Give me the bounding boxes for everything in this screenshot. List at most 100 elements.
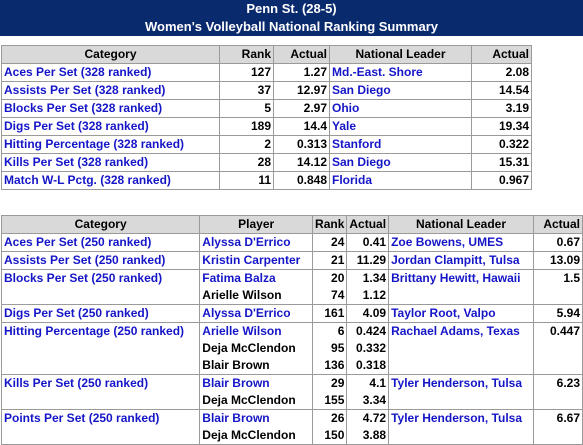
- player-name: Deja McClendon: [202, 341, 296, 355]
- player-cell: Alyssa D'Errico: [199, 304, 314, 323]
- col-header-leader-actual: Actual: [532, 215, 583, 234]
- national-leader-cell: Zoe Bowens, UMES: [388, 233, 534, 252]
- actual-cell: 14.4: [273, 117, 330, 136]
- leader-actual-cell: 0.322: [471, 135, 532, 154]
- player-ranking-body: Aces Per Set (250 ranked) Alyssa D'Errico…: [0, 233, 583, 445]
- category-cell: Assists Per Set (250 ranked): [0, 251, 201, 270]
- page-title: Penn St. (28-5): [246, 1, 337, 16]
- category-cell: Points Per Set (250 ranked): [0, 409, 201, 445]
- rank-cell: 189: [219, 117, 274, 136]
- table-row: Assists Per Set (328 ranked) 37 12.97 San D…: [1, 81, 532, 100]
- player-rank: 20: [331, 271, 345, 285]
- player-cell: Blair Brown Deja McClendon: [199, 409, 314, 445]
- col-header-leader-actual: Actual: [471, 45, 532, 64]
- leader-actual-cell: 19.34: [471, 117, 532, 136]
- national-leader-cell: Florida: [329, 171, 472, 190]
- actual-cell: 0.848: [273, 171, 330, 190]
- category-cell: Blocks Per Set (250 ranked): [0, 269, 201, 305]
- actual-cell: 12.97: [273, 81, 330, 100]
- page-subtitle: Women's Volleyball National Ranking Summ…: [144, 19, 438, 34]
- player-rank: 6: [337, 324, 345, 338]
- player-actual: 3.34: [362, 393, 387, 407]
- actual-cell: 1.27: [273, 63, 330, 82]
- category-cell: Kills Per Set (250 ranked): [0, 374, 201, 410]
- player-cell: Fatima Balza Arielle Wilson: [199, 269, 314, 305]
- actual-cell: 4.09: [346, 304, 390, 323]
- table-row: Points Per Set (250 ranked) Blair Brown De…: [0, 409, 583, 445]
- player-rank: 161: [324, 306, 345, 320]
- leader-actual-cell: 6.23: [532, 374, 583, 410]
- rank-cell: 6 95 136: [312, 322, 348, 375]
- col-header-player: Player: [199, 215, 314, 234]
- player-cell: Alyssa D'Errico: [199, 233, 314, 252]
- national-leader-cell: Jordan Clampitt, Tulsa: [388, 251, 534, 270]
- player-name: Deja McClendon: [202, 428, 296, 442]
- player-name: Arielle Wilson: [202, 288, 282, 302]
- player-name: Arielle Wilson: [202, 324, 282, 338]
- table-row: Hitting Percentage (328 ranked) 2 0.313 Sta…: [1, 135, 532, 154]
- player-rank: 150: [324, 428, 345, 442]
- category-cell: Assists Per Set (328 ranked): [1, 81, 220, 100]
- rank-cell: 2: [219, 135, 274, 154]
- table-row: Aces Per Set (250 ranked) Alyssa D'Errico…: [0, 233, 583, 252]
- actual-cell: 4.1 3.34: [346, 374, 390, 410]
- player-actual: 1.34: [362, 271, 387, 285]
- table-header-row: Category Player Rank Actual National Lea…: [0, 215, 583, 234]
- actual-cell: 0.41: [346, 233, 390, 252]
- rank-cell: 24: [312, 233, 348, 252]
- rank-cell: 20 74: [312, 269, 348, 305]
- national-leader-cell: Taylor Root, Valpo: [388, 304, 534, 323]
- leader-actual-cell: 6.67: [532, 409, 583, 445]
- player-rank: 21: [331, 253, 345, 267]
- rank-cell: 161: [312, 304, 348, 323]
- col-header-category: Category: [0, 215, 201, 234]
- player-name: Blair Brown: [202, 411, 270, 425]
- player-actual: 0.41: [362, 235, 387, 249]
- leader-actual-cell: 3.19: [471, 99, 532, 118]
- leader-actual-cell: 14.54: [471, 81, 532, 100]
- leader-actual-cell: 0.447: [532, 322, 583, 375]
- player-actual: 0.318: [356, 358, 387, 372]
- table-row: Assists Per Set (250 ranked) Kristin Carp…: [0, 251, 583, 270]
- category-cell: Digs Per Set (250 ranked): [0, 304, 201, 323]
- national-leader-cell: San Diego: [329, 153, 472, 172]
- actual-cell: 4.72 3.88: [346, 409, 390, 445]
- player-ranking-table: Category Player Rank Actual National Lea…: [0, 215, 583, 445]
- player-actual: 0.424: [356, 324, 387, 338]
- col-header-rank: Rank: [312, 215, 348, 234]
- rank-cell: 11: [219, 171, 274, 190]
- national-leader-cell: Brittany Hewitt, Hawaii: [388, 269, 534, 305]
- category-cell: Digs Per Set (328 ranked): [1, 117, 220, 136]
- category-cell: Aces Per Set (328 ranked): [1, 63, 220, 82]
- player-rank: 74: [331, 288, 345, 302]
- leader-actual-cell: 1.5: [532, 269, 583, 305]
- player-name: Blair Brown: [202, 376, 270, 390]
- player-cell: Kristin Carpenter: [199, 251, 314, 270]
- player-cell: Arielle Wilson Deja McClendon Blair Brown: [199, 322, 314, 375]
- player-rank: 95: [331, 341, 345, 355]
- table-row: Hitting Percentage (250 ranked) Arielle W…: [0, 322, 583, 375]
- national-leader-cell: Stanford: [329, 135, 472, 154]
- leader-actual-cell: 0.67: [532, 233, 583, 252]
- rank-cell: 29 155: [312, 374, 348, 410]
- rank-cell: 21: [312, 251, 348, 270]
- category-cell: Kills Per Set (328 ranked): [1, 153, 220, 172]
- rank-cell: 5: [219, 99, 274, 118]
- player-name: Deja McClendon: [202, 393, 296, 407]
- table-row: Digs Per Set (250 ranked) Alyssa D'Errico…: [0, 304, 583, 323]
- col-header-rank: Rank: [219, 45, 274, 64]
- player-actual: 1.12: [362, 288, 387, 302]
- actual-cell: 2.97: [273, 99, 330, 118]
- player-cell: Blair Brown Deja McClendon: [199, 374, 314, 410]
- leader-actual-cell: 5.94: [532, 304, 583, 323]
- category-cell: Hitting Percentage (328 ranked): [1, 135, 220, 154]
- col-header-actual: Actual: [273, 45, 330, 64]
- table-row: Blocks Per Set (250 ranked) Fatima Balza A…: [0, 269, 583, 305]
- actual-cell: 1.34 1.12: [346, 269, 390, 305]
- leader-actual-cell: 0.967: [471, 171, 532, 190]
- leader-actual-cell: 2.08: [471, 63, 532, 82]
- player-actual: 3.88: [362, 428, 387, 442]
- player-name: Alyssa D'Errico: [202, 306, 291, 320]
- actual-cell: 11.29: [346, 251, 390, 270]
- national-leader-cell: Ohio: [329, 99, 472, 118]
